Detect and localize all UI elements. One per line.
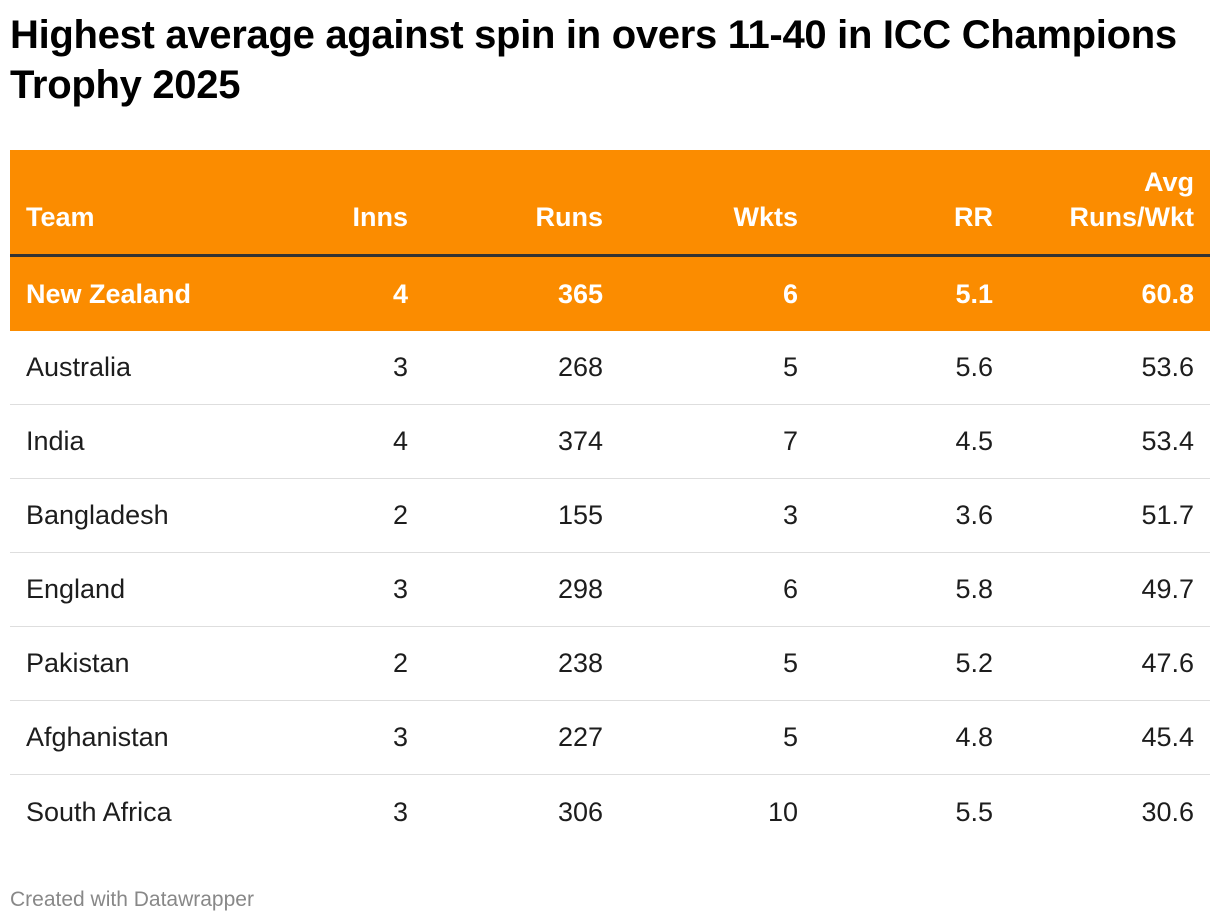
cell-runs: 365 — [557, 278, 603, 309]
data-table: Team Inns Runs Wkts RR Avg Runs/Wkt New … — [10, 150, 1210, 849]
cell-avg: 30.6 — [1141, 796, 1194, 827]
table-row-highlighted: New Zealand 4 365 6 5.1 60.8 — [10, 257, 1210, 331]
table-row: Bangladesh 2 155 3 3.6 51.7 — [10, 479, 1210, 553]
cell-inns: 2 — [392, 648, 408, 678]
table-header-row: Team Inns Runs Wkts RR Avg Runs/Wkt — [10, 150, 1210, 257]
column-header-inns[interactable]: Inns — [352, 202, 408, 232]
cell-runs: 306 — [557, 796, 603, 827]
cell-rr: 4.8 — [955, 722, 993, 752]
cell-rr: 5.8 — [955, 574, 993, 604]
column-header-rr[interactable]: RR — [954, 202, 993, 232]
cell-wkts: 10 — [767, 796, 798, 827]
cell-team: Australia — [26, 352, 132, 382]
footer-credit: Created with Datawrapper — [10, 888, 254, 911]
table-row: Afghanistan 3 227 5 4.8 45.4 — [10, 701, 1210, 775]
cell-rr: 5.5 — [955, 796, 993, 827]
cell-runs: 268 — [557, 352, 603, 382]
cell-inns: 3 — [392, 352, 408, 382]
cell-runs: 155 — [557, 500, 603, 530]
cell-inns: 3 — [392, 574, 408, 604]
cell-inns: 3 — [392, 722, 408, 752]
cell-inns: 2 — [392, 500, 408, 530]
cell-runs: 227 — [557, 722, 603, 752]
table-row: India 4 374 7 4.5 53.4 — [10, 405, 1210, 479]
cell-team: Bangladesh — [26, 500, 169, 530]
cell-inns: 4 — [392, 426, 408, 456]
cell-runs: 298 — [557, 574, 603, 604]
cell-avg: 53.4 — [1141, 426, 1194, 456]
cell-avg: 45.4 — [1141, 722, 1194, 752]
cell-avg: 47.6 — [1141, 648, 1194, 678]
column-header-team[interactable]: Team — [26, 202, 95, 232]
cell-wkts: 5 — [782, 352, 798, 382]
cell-wkts: 6 — [782, 574, 798, 604]
cell-team: Afghanistan — [26, 722, 169, 752]
cell-rr: 5.6 — [955, 352, 993, 382]
column-header-wkts[interactable]: Wkts — [733, 202, 798, 232]
cell-wkts: 7 — [782, 426, 798, 456]
cell-wkts: 6 — [782, 278, 798, 309]
cell-avg: 49.7 — [1141, 574, 1194, 604]
cell-inns: 4 — [392, 278, 408, 309]
cell-avg: 60.8 — [1141, 278, 1194, 309]
column-header-runs[interactable]: Runs — [535, 202, 604, 232]
cell-wkts: 5 — [782, 722, 798, 752]
cell-team: South Africa — [26, 796, 172, 827]
cell-team: India — [26, 426, 85, 456]
cell-rr: 3.6 — [955, 500, 993, 530]
cell-team: England — [26, 574, 126, 604]
cell-runs: 238 — [557, 648, 603, 678]
chart-title: Highest average against spin in overs 11… — [10, 13, 1177, 107]
table-row: Pakistan 2 238 5 5.2 47.6 — [10, 627, 1210, 701]
cell-rr: 5.1 — [955, 278, 993, 309]
table-row: South Africa 3 306 10 5.5 30.6 — [10, 775, 1210, 849]
cell-avg: 51.7 — [1141, 500, 1194, 530]
cell-runs: 374 — [557, 426, 603, 456]
cell-avg: 53.6 — [1141, 352, 1194, 382]
cell-rr: 4.5 — [955, 426, 993, 456]
cell-wkts: 3 — [782, 500, 798, 530]
table-row: Australia 3 268 5 5.6 53.6 — [10, 331, 1210, 405]
cell-rr: 5.2 — [955, 648, 993, 678]
cell-team: New Zealand — [26, 278, 192, 309]
cell-inns: 3 — [392, 796, 408, 827]
cell-wkts: 5 — [782, 648, 798, 678]
cell-team: Pakistan — [26, 648, 130, 678]
table-body: New Zealand 4 365 6 5.1 60.8 Australia 3 268 5 5.6… — [10, 257, 1210, 849]
column-header-avg[interactable]: Avg Runs/Wkt — [1069, 167, 1195, 232]
table-row: England 3 298 6 5.8 49.7 — [10, 553, 1210, 627]
